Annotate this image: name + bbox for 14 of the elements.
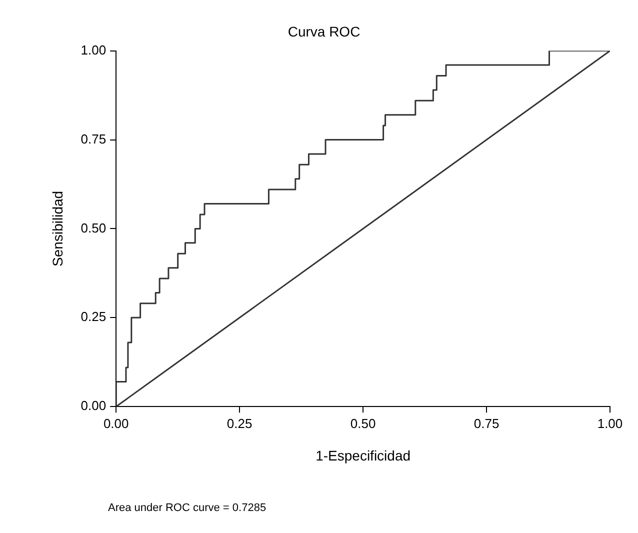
y-tick-label: 1.00 [80,42,106,58]
y-tick-label: 0.50 [80,220,106,236]
x-tick-label: 1.00 [597,416,623,431]
chart-title: Curva ROC [288,23,360,40]
y-tick-label: 0.00 [80,398,106,414]
x-tick-label: 0.75 [474,416,500,431]
x-tick-label: 0.50 [350,416,376,431]
y-tick-label: 0.75 [80,131,106,146]
x-tick-label: 0.25 [226,416,252,431]
x-tick-label: 0.00 [103,416,129,431]
x-axis-title: 1-Especificidad [316,447,411,464]
y-tick-label: 0.25 [80,309,106,324]
y-axis-title: Sensibilidad [49,190,66,266]
text: Area under ROC curve = 0.7285 [108,502,266,514]
